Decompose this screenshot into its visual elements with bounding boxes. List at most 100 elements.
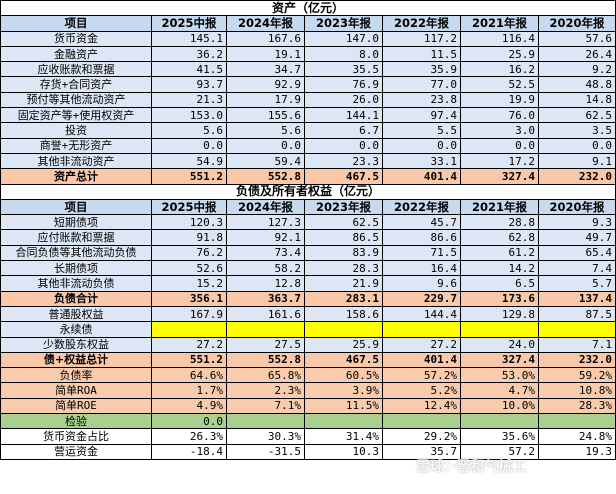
minority-interest-row: 少数股东权益 27.2 27.5 25.9 27.2 24.0 7.1 <box>0 336 616 353</box>
cell-value: 86.5 <box>304 229 383 246</box>
row-label: 货币资金 <box>0 30 152 47</box>
assets-row: 预付等其他流动资产 21.3 17.9 26.0 23.8 19.9 14.8 <box>0 91 616 109</box>
cell-value: 116.4 <box>460 30 539 47</box>
cell-value: 76.2 <box>151 244 227 262</box>
cell-value: 24.0 <box>460 336 539 353</box>
header-period: 2020年报 <box>537 198 616 216</box>
row-label: 资产总计 <box>0 168 152 185</box>
header-period: 2022年报 <box>382 198 461 216</box>
cell-value: 17.2 <box>460 152 539 170</box>
cell-value: 11.5 <box>382 45 461 63</box>
cell-value: 1.7% <box>151 382 227 399</box>
cell-value: 229.7 <box>382 290 461 307</box>
cell-value: 49.7 <box>537 229 616 246</box>
cell-value: 137.4 <box>537 290 616 307</box>
cell-value: 26.0 <box>304 91 383 109</box>
cell-value: 59.4 <box>226 152 305 170</box>
row-label: 合同负债等其他流动负债 <box>0 244 152 262</box>
cell-value: 92.1 <box>226 229 305 246</box>
cell-value: 52.5 <box>460 76 539 93</box>
cell-value: 327.4 <box>460 168 539 185</box>
assets-row: 固定资产等+使用权资产 153.0 155.6 144.1 97.4 76.0 62.5 <box>0 107 616 124</box>
header-period: 2020年报 <box>537 15 616 32</box>
cell-value: 17.9 <box>226 91 305 109</box>
cell-value: 552.8 <box>226 351 305 369</box>
liabilities-row: 其他非流动负债 15.2 12.8 21.9 9.6 6.5 5.7 <box>0 275 616 292</box>
cell-value: 551.2 <box>151 168 227 185</box>
row-label: 其他非流动负债 <box>0 275 152 292</box>
row-label: 应收账款和票据 <box>0 61 152 78</box>
cell-value <box>460 413 539 430</box>
cell-value: 57.2 <box>460 443 539 460</box>
assets-title-text: 资产（亿元） <box>0 0 616 17</box>
cell-value: 158.6 <box>304 305 383 323</box>
cell-value: 167.9 <box>151 305 227 323</box>
liabilities-row: 应付账款和票据 91.8 92.1 86.5 86.6 62.8 49.7 <box>0 229 616 246</box>
cell-value: 33.1 <box>382 152 461 170</box>
row-label: 金融资产 <box>0 45 152 63</box>
row-label: 少数股东权益 <box>0 336 152 353</box>
assets-title: 资产（亿元） <box>0 0 616 17</box>
cell-value: 4.9% <box>151 397 227 415</box>
cell-value: 35.6% <box>460 428 539 445</box>
cell-value: 155.6 <box>226 107 305 124</box>
cell-value: 97.4 <box>382 107 461 124</box>
cell-value: 356.1 <box>151 290 227 307</box>
cell-value: 16.4 <box>382 260 461 277</box>
extra-row: 营运资金 -18.4 -31.5 10.3 35.7 57.2 19.3 <box>0 443 616 460</box>
cell-value: 4.7% <box>460 382 539 399</box>
cell-value: 25.9 <box>460 45 539 63</box>
extra-row: 货币资金占比 26.3% 30.3% 31.4% 29.2% 35.6% 24.8% <box>0 428 616 445</box>
header-period: 2025中报 <box>151 15 227 32</box>
cell-value: 7.1% <box>226 397 305 415</box>
cell-value: 5.6 <box>151 122 227 139</box>
cell-value: 6.5 <box>460 275 539 292</box>
cell-value: 7.1 <box>537 336 616 353</box>
liabilities-header-row: 项目 2025中报 2024年报 2023年报 2022年报 2021年报 2020年报 <box>0 198 616 216</box>
cell-value: 0.0 <box>304 137 383 154</box>
cell-value: 3.9% <box>304 382 383 399</box>
cell-value: 117.2 <box>382 30 461 47</box>
cell-value: 19.3 <box>537 443 616 460</box>
cell-value: 9.2 <box>537 61 616 78</box>
row-label: 短期债项 <box>0 214 152 231</box>
cell-value: 27.5 <box>226 336 305 353</box>
cell-value: 19.9 <box>460 91 539 109</box>
cell-value: 26.3% <box>151 428 227 445</box>
assets-header-row: 项目 2025中报 2024年报 2023年报 2022年报 2021年报 2020年报 <box>0 15 616 32</box>
row-label: 检验 <box>0 413 152 430</box>
cell-value: 25.9 <box>304 336 383 353</box>
cell-value: 23.3 <box>304 152 383 170</box>
assets-row: 其他非流动资产 54.9 59.4 23.3 33.1 17.2 9.1 <box>0 152 616 170</box>
cell-value: 5.7 <box>537 275 616 292</box>
cell-value: 59.2% <box>537 367 616 384</box>
cell-value <box>226 413 305 430</box>
cell-value: 86.6 <box>382 229 461 246</box>
cell-value: 283.1 <box>304 290 383 307</box>
cell-value: -18.4 <box>151 443 227 460</box>
cell-value: 35.5 <box>304 61 383 78</box>
cell-value: 34.7 <box>226 61 305 78</box>
row-label: 简单ROE <box>0 397 152 415</box>
cell-value: 7.4 <box>537 260 616 277</box>
row-label: 投资 <box>0 122 152 139</box>
cell-value: 173.6 <box>460 290 539 307</box>
header-period: 2021年报 <box>460 198 539 216</box>
cell-value: 10.8% <box>537 382 616 399</box>
header-period: 2023年报 <box>304 198 383 216</box>
cell-value: 29.2% <box>382 428 461 445</box>
cell-value: 2.3% <box>226 382 305 399</box>
cell-value: 9.3 <box>537 214 616 231</box>
cell-value: 62.5 <box>304 214 383 231</box>
cell-value: 28.3% <box>537 397 616 415</box>
cell-value: 21.9 <box>304 275 383 292</box>
cell-value: 9.1 <box>537 152 616 170</box>
cell-value: 401.4 <box>382 351 461 369</box>
cell-value: 129.8 <box>460 305 539 323</box>
cell-value: 36.2 <box>151 45 227 63</box>
cell-value: 15.2 <box>151 275 227 292</box>
cell-value: 0.0 <box>537 137 616 154</box>
cell-value <box>304 321 383 338</box>
row-label: 其他非流动资产 <box>0 152 152 170</box>
cell-value <box>382 321 461 338</box>
